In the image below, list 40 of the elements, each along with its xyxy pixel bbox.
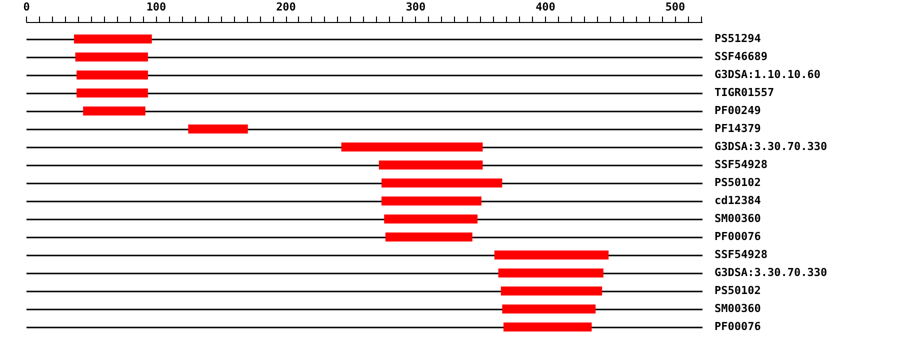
bar bbox=[384, 214, 478, 224]
y-tick-label: PF00249 bbox=[714, 104, 761, 117]
y-tick-label: G3DSA:3.30.70.330 bbox=[714, 140, 828, 153]
y-tick-label: PS50102 bbox=[714, 284, 761, 297]
bar bbox=[382, 196, 482, 206]
bar bbox=[502, 304, 596, 314]
y-tick-label: SSF54928 bbox=[714, 248, 768, 261]
bar bbox=[341, 142, 483, 152]
y-tick-label: PF14379 bbox=[714, 122, 761, 135]
bar bbox=[75, 52, 148, 62]
x-tick-label: 200 bbox=[276, 0, 296, 14]
bar bbox=[74, 34, 152, 44]
bar bbox=[498, 268, 604, 278]
y-tick-label: G3DSA:1.10.10.60 bbox=[714, 68, 820, 81]
bar bbox=[378, 160, 483, 170]
bar bbox=[503, 322, 592, 332]
bar bbox=[494, 250, 609, 260]
y-tick-label: G3DSA:3.30.70.330 bbox=[714, 266, 828, 279]
y-tick-label: cd12384 bbox=[714, 194, 762, 207]
y-tick-label: PS51294 bbox=[714, 32, 762, 45]
bar bbox=[385, 232, 472, 242]
y-tick-label: SSF54928 bbox=[714, 158, 768, 171]
bar bbox=[188, 124, 248, 134]
y-tick-label: PS50102 bbox=[714, 176, 761, 189]
bar bbox=[382, 178, 502, 188]
bar bbox=[83, 106, 146, 116]
bar bbox=[76, 88, 148, 98]
x-tick-label: 0 bbox=[23, 0, 30, 14]
x-tick-label: 400 bbox=[536, 0, 556, 14]
y-tick-label: SM00360 bbox=[714, 302, 761, 315]
y-tick-label: TIGR01557 bbox=[714, 86, 774, 99]
x-tick-label: 500 bbox=[665, 0, 686, 14]
bar bbox=[500, 286, 602, 296]
x-tick-label: 300 bbox=[406, 0, 426, 14]
bar bbox=[76, 70, 148, 80]
y-tick-label: SM00360 bbox=[714, 212, 761, 225]
y-tick-label: PF00076 bbox=[714, 230, 762, 243]
y-tick-label: SSF46689 bbox=[714, 50, 768, 63]
x-tick-label: 100 bbox=[146, 0, 166, 14]
y-tick-label: PF00076 bbox=[714, 320, 762, 333]
